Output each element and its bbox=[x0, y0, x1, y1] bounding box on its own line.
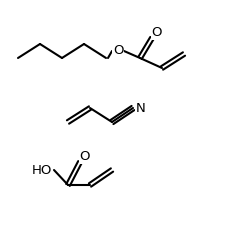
Text: O: O bbox=[152, 27, 162, 39]
Text: O: O bbox=[113, 44, 123, 57]
Text: O: O bbox=[80, 150, 90, 164]
Text: N: N bbox=[136, 101, 146, 114]
Text: HO: HO bbox=[32, 164, 52, 177]
